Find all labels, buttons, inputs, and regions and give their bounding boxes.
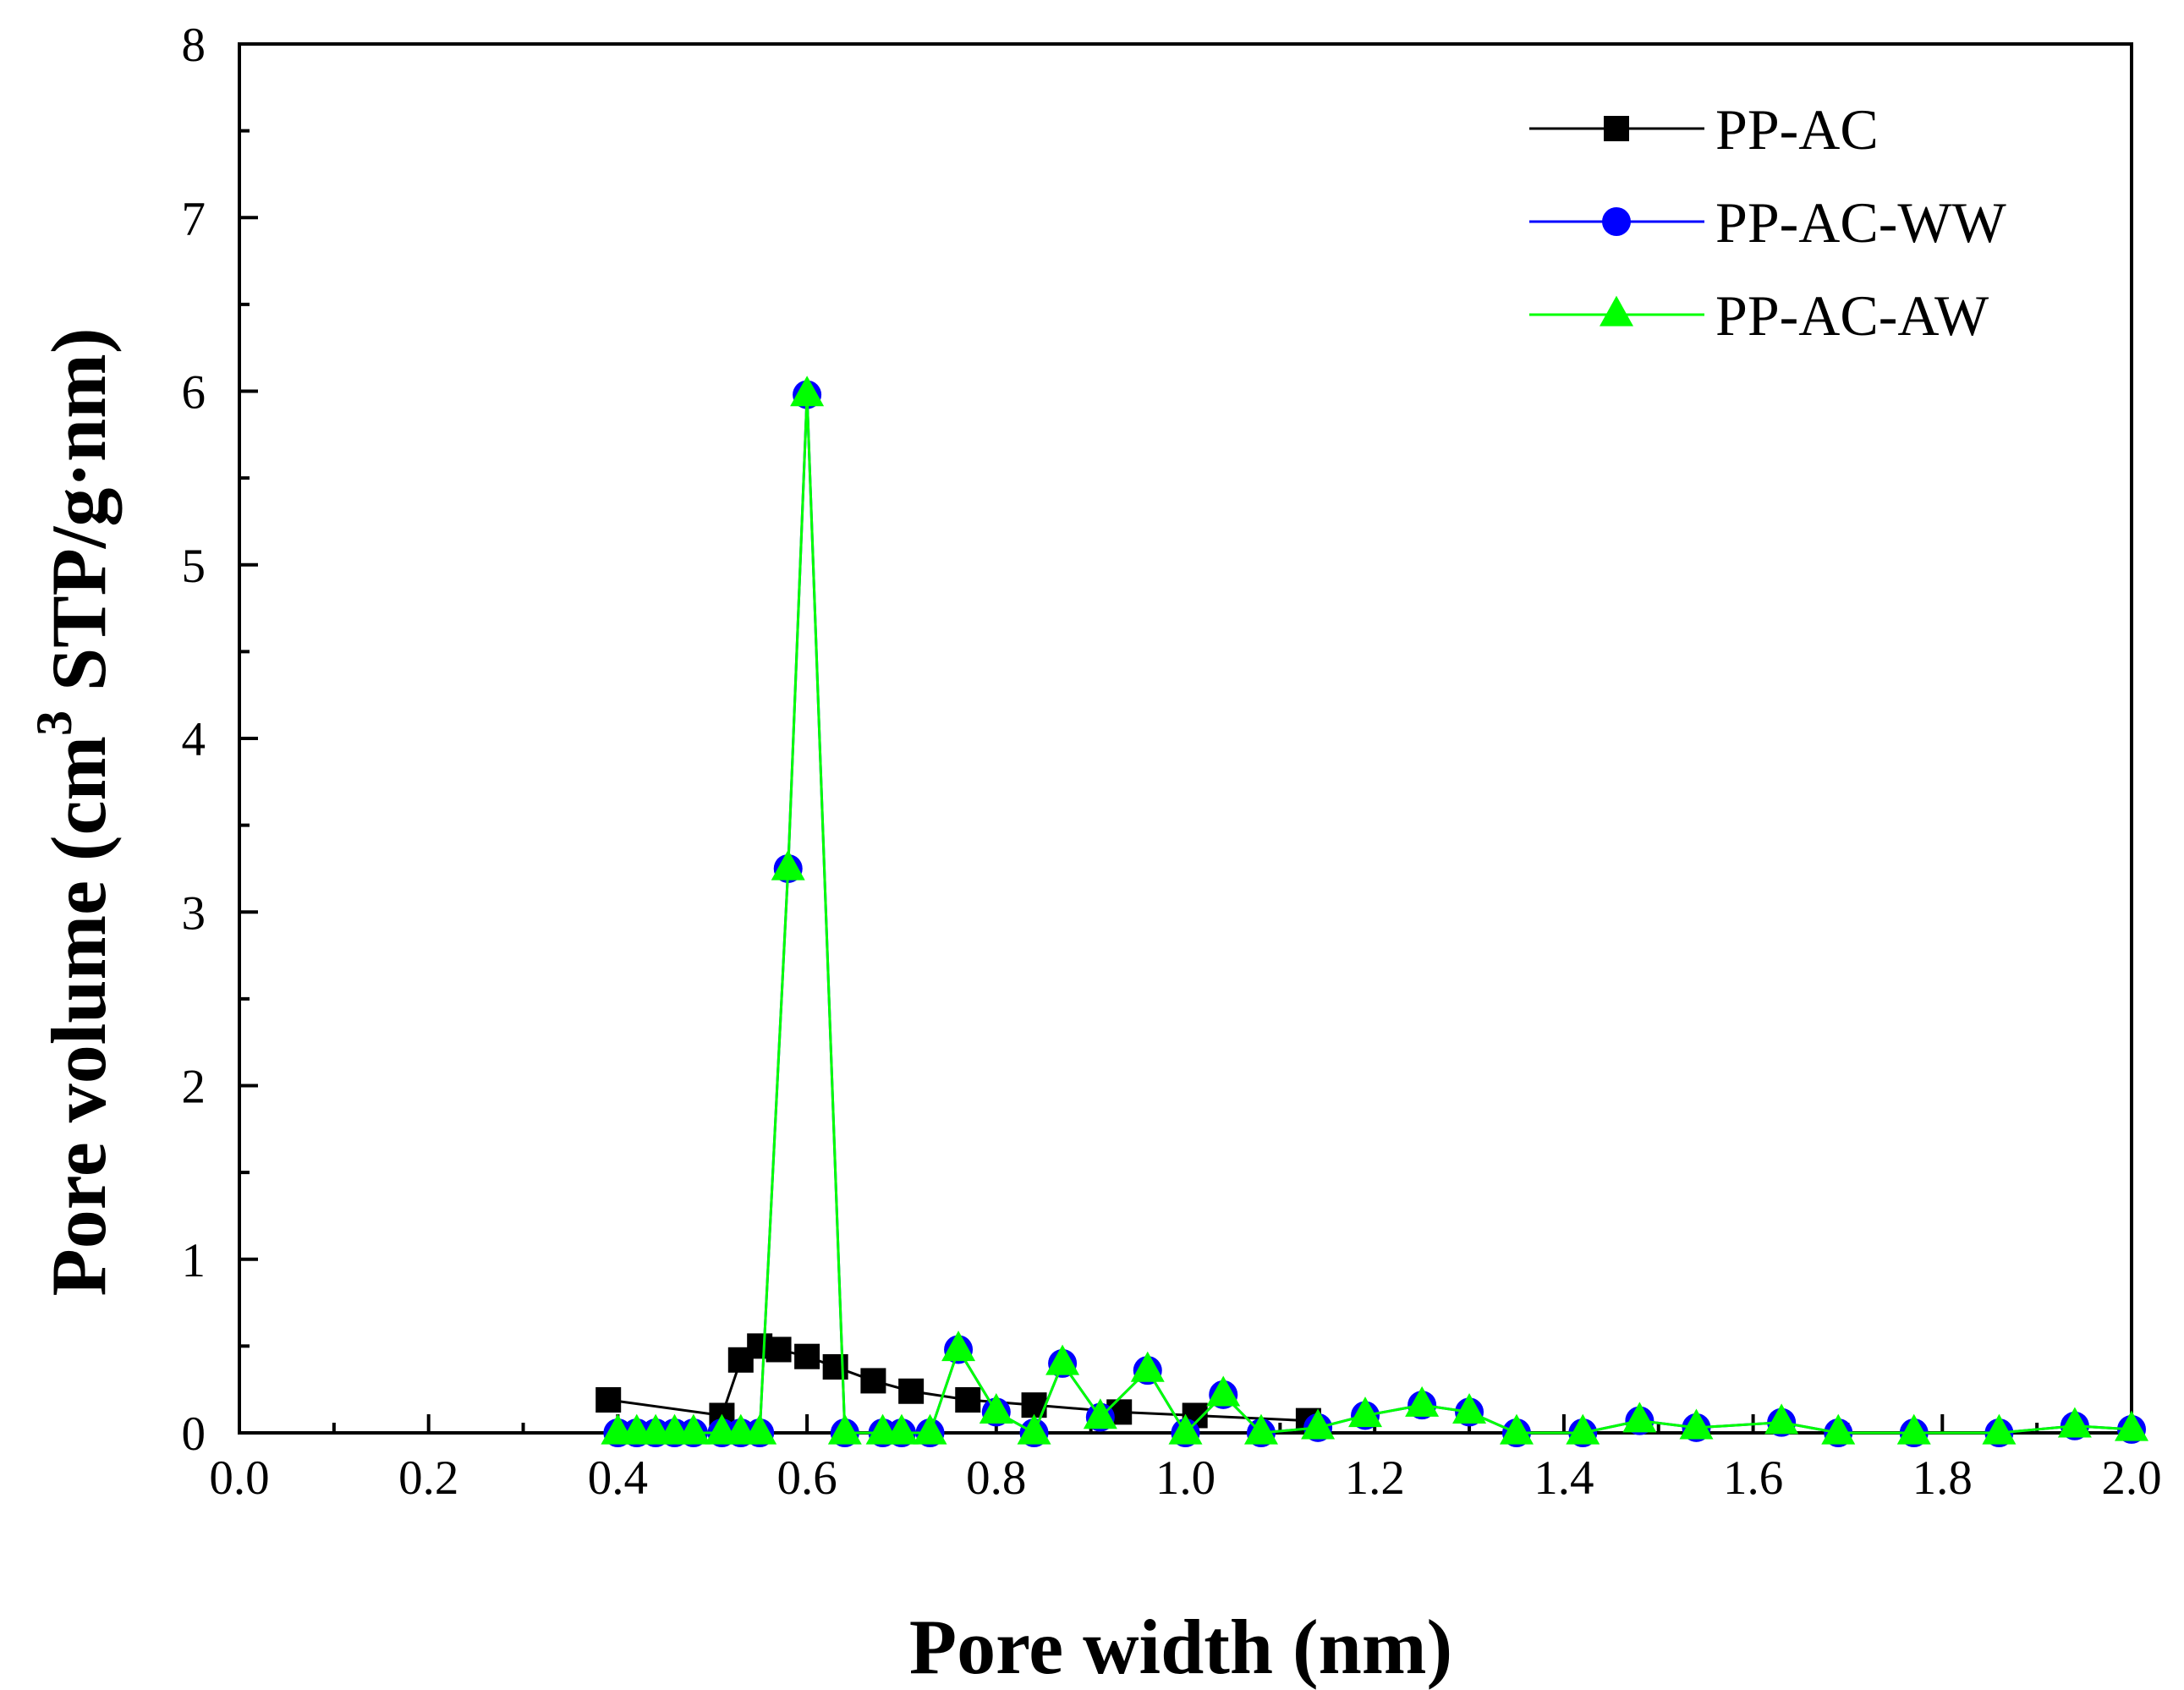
data-point [771,849,805,881]
legend-item: PP-AC-AW [1529,283,1989,348]
data-point [1896,1413,1931,1445]
y-tick-label: 4 [182,713,206,766]
data-point [743,1413,777,1445]
x-tick-label: 0.4 [588,1451,648,1505]
data-point [941,1331,976,1362]
data-point [2115,1410,2148,1441]
data-point [955,1387,981,1413]
x-tick-label: 2.0 [2101,1451,2161,1505]
y-axis-title-rest: STP/g·nm) [36,328,122,711]
legend-marker [1604,116,1629,141]
x-tick-label: 1.6 [1723,1451,1783,1505]
y-tick-label: 1 [182,1234,206,1287]
series-layer [595,376,2148,1447]
data-point [1405,1385,1440,1417]
data-point [1764,1403,1799,1435]
x-tick-label: 1.2 [1345,1451,1405,1505]
y-tick-label: 8 [182,19,206,72]
data-point [1168,1413,1203,1445]
data-point [1499,1413,1534,1445]
legend-label: PP-AC-AW [1715,283,1989,348]
x-tick-label: 1.8 [1912,1451,1973,1505]
data-point [1452,1393,1487,1424]
data-point [1679,1408,1714,1440]
data-point [979,1393,1013,1424]
data-point [1206,1375,1241,1407]
legend-marker [1602,207,1631,236]
data-point [1017,1413,1051,1445]
data-point [898,1378,925,1404]
legend-item: PP-AC-WW [1529,190,2007,255]
data-point [1348,1396,1383,1428]
data-point [790,376,825,407]
y-tick-label: 3 [182,886,206,940]
y-axis-title: Pore volume (cm3 STP/g·nm) [26,328,122,1297]
x-tick-label: 1.4 [1534,1451,1594,1505]
data-point [1301,1408,1336,1440]
x-tick-label: 1.0 [1155,1451,1215,1505]
x-tick-label: 0.0 [209,1451,269,1505]
data-point [1130,1351,1165,1382]
legend-marker [1600,295,1633,326]
legend-label: PP-AC [1715,97,1879,162]
series-pp-ac-aw [601,376,2148,1445]
data-point [676,1413,711,1445]
x-tick-label: 0.2 [398,1451,458,1505]
data-point [1566,1413,1600,1445]
legend-label: PP-AC-WW [1715,190,2007,255]
data-point [1821,1413,1856,1445]
data-point [822,1354,848,1380]
ticks-layer: 0.0 0.2 0.4 0.6 0.8 1.0 1.2 1.4 1.6 1.8 2.0 0 1 2 3 4 5 6… [182,19,2162,1505]
data-point [1083,1398,1117,1429]
data-point [913,1413,947,1445]
data-point [765,1336,792,1363]
y-tick-label: 7 [182,192,206,245]
data-point [827,1413,862,1445]
data-point [1982,1413,2017,1445]
data-point [884,1413,919,1445]
y-tick-label: 0 [182,1407,206,1461]
data-point [794,1343,820,1369]
y-axis-title-superscript: 3 [26,711,82,736]
y-tick-label: 5 [182,540,206,593]
y-axis-title-main: Pore volume (cm [36,736,122,1297]
legend-item: PP-AC [1529,97,1879,162]
legend: PP-AC PP-AC-WW PP-AC-AW [1529,97,2007,348]
data-point [860,1368,886,1394]
data-point [1622,1402,1657,1433]
data-point [1243,1413,1278,1445]
y-tick-label: 2 [182,1061,206,1114]
y-tick-label: 6 [182,366,206,420]
x-tick-label: 0.8 [966,1451,1026,1505]
x-axis-title: Pore width (nm) [909,1604,1452,1690]
data-point [1045,1344,1080,1375]
data-point [595,1387,622,1413]
x-tick-label: 0.6 [776,1451,837,1505]
data-point [2057,1407,2092,1438]
